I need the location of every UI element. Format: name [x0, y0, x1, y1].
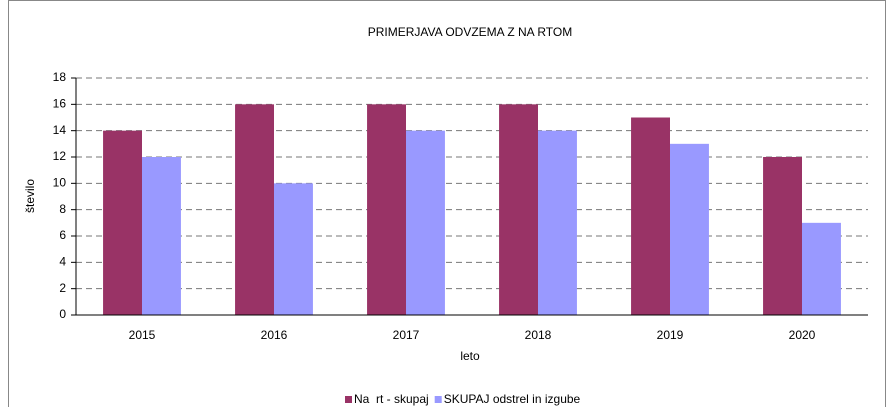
bar [763, 157, 802, 315]
y-tick-label: 8 [59, 202, 66, 216]
y-tick-label: 18 [53, 70, 67, 84]
y-tick-label: 16 [53, 97, 67, 111]
legend-label: SKUPAJ odstrel in izgube [444, 392, 581, 406]
y-axis-label: število [23, 179, 37, 213]
bar [538, 130, 577, 315]
x-tick-label: 2020 [789, 328, 816, 342]
legend-label: Na rt - skupaj [354, 392, 429, 406]
y-tick-label: 2 [59, 281, 66, 295]
y-tick-label: 12 [53, 149, 67, 163]
bar [103, 130, 142, 315]
bar [802, 222, 841, 315]
y-tick-label: 10 [53, 176, 67, 190]
x-tick-label: 2018 [525, 328, 552, 342]
bar [274, 183, 313, 315]
legend-swatch [345, 396, 352, 403]
x-tick-label: 2015 [129, 328, 156, 342]
y-tick-label: 14 [53, 123, 67, 137]
bar [499, 104, 538, 315]
chart-title: PRIMERJAVA ODVZEMA Z NA RTOM [368, 25, 572, 39]
y-tick-label: 4 [59, 255, 66, 269]
y-tick-label: 6 [59, 228, 66, 242]
y-tick-label: 0 [59, 307, 66, 321]
x-tick-label: 2017 [393, 328, 420, 342]
bar [406, 130, 445, 315]
bar [631, 117, 670, 315]
bar [235, 104, 274, 315]
legend-swatch [434, 396, 442, 403]
bar [142, 157, 181, 315]
x-tick-label: 2019 [657, 328, 684, 342]
x-tick-label: 2016 [261, 328, 288, 342]
bar [670, 143, 709, 315]
bar [367, 104, 406, 315]
x-axis-label: leto [460, 349, 480, 363]
